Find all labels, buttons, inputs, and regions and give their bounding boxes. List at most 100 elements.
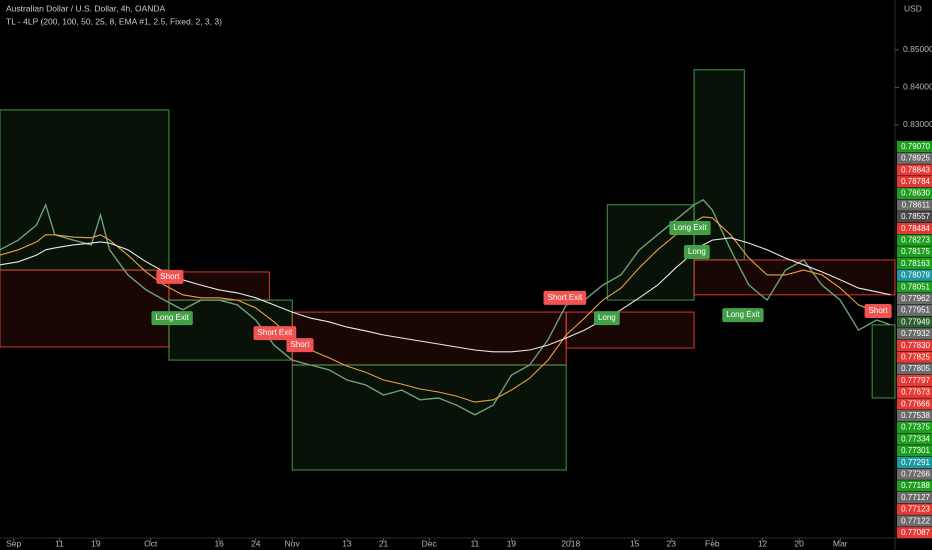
zone [606,204,695,301]
price-label: 0.78484 [901,224,930,233]
price-label: 0.78163 [901,259,930,268]
x-tick-label: 15 [630,538,640,548]
price-label: 0.77087 [901,528,930,537]
signal: Long [683,245,710,260]
signal: Short Exit [543,290,587,305]
price-label-box [897,363,932,375]
price-label-box [897,410,932,422]
price-label-box [897,199,932,211]
price-label-box [897,468,932,480]
price-label: 0.77797 [901,376,930,385]
price-label: 0.77266 [901,470,930,479]
price-label-box [897,456,932,469]
series-line [0,216,891,403]
x-tick-label: Mar [833,538,848,548]
price-label-box [897,164,932,176]
price-label: 0.77805 [901,364,930,373]
price-label-box [897,281,932,293]
x-tick-label: 11 [55,538,64,548]
signal-box [151,311,193,326]
signal-label: Short [160,272,180,281]
zone [168,271,270,301]
price-label: 0.78557 [901,212,930,221]
signal-label: Long [598,313,616,322]
x-tick-label: 19 [91,538,101,548]
signal-label: Long Exit [155,313,189,322]
signal: Long [593,311,620,326]
price-label-box [897,222,932,235]
signal: Short Exit [253,326,297,341]
price-label: 0.78611 [902,200,931,209]
price-label: 0.77123 [901,505,930,514]
signal: Short [286,338,314,353]
price-label: 0.78925 [901,154,930,163]
x-tick-label: Sep [6,538,21,548]
x-tick-label: 21 [379,538,389,548]
price-label: 0.78079 [901,271,930,280]
price-label-box [897,527,932,539]
price-label: 0.77127 [901,493,930,502]
signal: Short [156,269,184,284]
price-label-box [897,480,932,492]
series-line [0,199,891,416]
signal-box [253,326,297,341]
price-label-box [897,421,932,433]
price-label-box [897,152,932,164]
y-tick-label: 0.83000 [903,119,932,129]
price-label-box [897,187,932,199]
zone [291,311,567,366]
price-label-box [897,339,932,352]
price-label-box [897,211,932,223]
price-label-box [897,176,932,188]
signal: Long Exit [669,221,711,236]
signal-label: Long [688,247,706,256]
x-tick-label: 24 [251,538,261,548]
zone [291,364,567,471]
price-label: 0.77188 [901,481,930,490]
indicator-label: TL - 4LP (200, 100, 50, 25, 8, EMA #1, 2… [6,16,222,26]
price-label-box [897,398,932,410]
price-label: 0.77666 [901,399,930,408]
price-label-box [897,258,932,270]
x-tick-label: 20 [794,538,804,548]
price-label: 0.77122 [901,516,930,525]
price-label: 0.77830 [901,341,930,350]
chart-title: Australian Dollar / U.S. Dollar, 4h, OAN… [6,3,166,13]
signal-box [722,308,764,323]
price-label-box [897,293,932,305]
signal-label: Short [290,340,310,349]
price-label-box [897,515,932,527]
price-label: 0.78051 [901,282,930,291]
signal-label: Long Exit [673,223,707,232]
signal-box [864,303,892,318]
signal-box [543,290,587,305]
price-label: 0.77375 [901,423,930,432]
price-label: 0.77951 [901,306,930,315]
price-label-box [897,269,932,281]
x-tick-label: 16 [214,538,224,548]
x-tick-label: Nov [285,538,301,548]
series-line [0,237,891,353]
y-tick-label: 0.85000 [903,44,932,54]
price-label-box [897,445,932,457]
price-label-box [897,246,932,258]
price-label-box [897,141,932,153]
price-label: 0.77962 [901,294,930,303]
price-label-box [897,351,932,363]
signal-box [669,221,711,236]
x-tick-label: 19 [507,538,517,548]
x-tick-label: 12 [758,538,768,548]
price-label-box [897,304,932,316]
zone [0,109,170,271]
price-label: 0.78175 [901,247,930,256]
price-label: 0.77673 [901,388,930,397]
price-label: 0.77949 [901,317,930,326]
x-tick-label: 2018 [561,538,580,548]
x-tick-label: Feb [705,538,720,548]
price-label: 0.78784 [901,177,930,186]
x-tick-label: Dec [422,538,438,548]
price-label: 0.78843 [901,165,930,174]
signal-box [286,338,314,353]
signal-box [156,269,184,284]
signal-label: Short [869,306,889,315]
